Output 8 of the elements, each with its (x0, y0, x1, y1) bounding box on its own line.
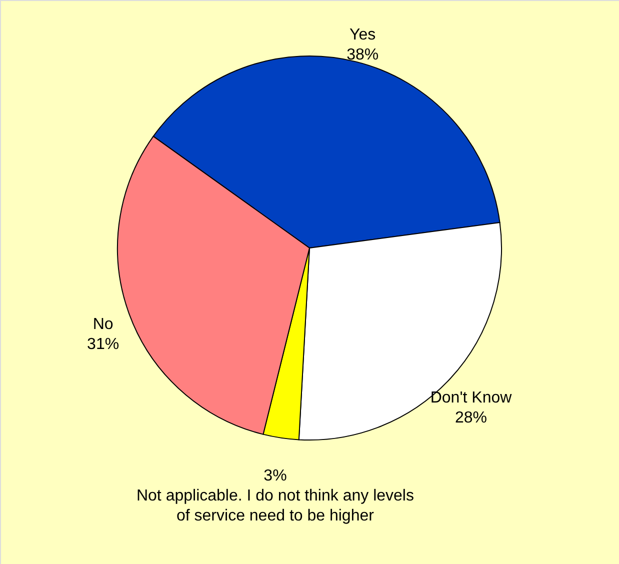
slice-label: Not applicable. I do not think any levels of service need to be higher (136, 487, 414, 524)
data-label: 31% (87, 336, 120, 354)
data-label: 3% (264, 467, 287, 484)
data-label: 38% (346, 46, 379, 64)
data-label: 28% (454, 409, 488, 426)
slice-label: No (92, 316, 114, 334)
slice-label: Yes (350, 26, 376, 44)
slice-label: Don't Know (430, 389, 512, 406)
